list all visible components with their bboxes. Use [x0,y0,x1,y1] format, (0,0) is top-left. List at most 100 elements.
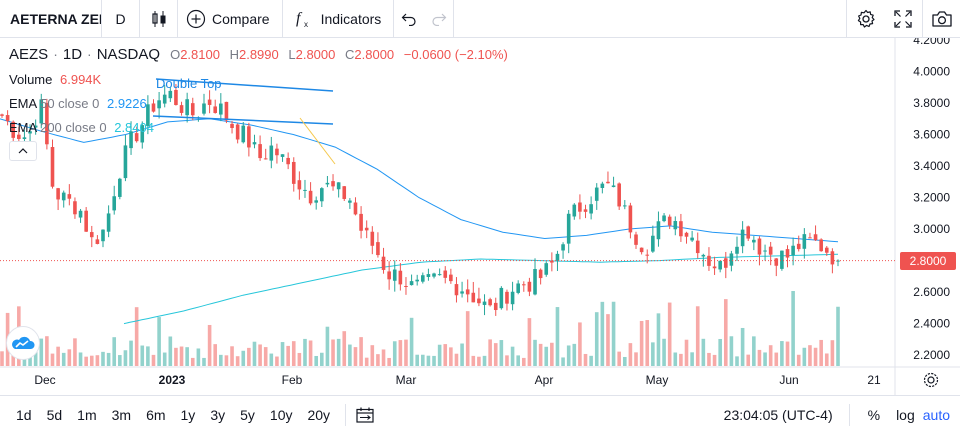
volume-bar [796,354,801,366]
legend-collapse-button[interactable] [9,141,37,161]
candle [628,202,633,239]
goto-date-button[interactable] [356,407,374,423]
volume-bar [359,337,363,366]
candle [824,246,829,256]
volume-bar [286,345,290,366]
ema50-value: 2.9226 [106,96,147,111]
volume-bar [241,350,246,366]
indicators-button[interactable]: f x Indicators [283,0,395,38]
range-1d[interactable]: 1d [16,406,32,423]
chart-pane[interactable]: 4.2000 4.0000 3.8000 3.6000 3.4000 3.2000 3.00… [0,38,960,395]
candle [701,253,706,267]
undo-button[interactable] [394,0,424,38]
volume-bar [808,345,812,366]
legend-volume[interactable]: Volume 6.994K [9,72,101,87]
screenshot-button[interactable] [922,0,960,38]
candle [162,84,167,108]
calendar-range-icon [356,407,374,423]
candle [56,187,60,211]
volume-bar [763,352,767,366]
volume-bar [628,343,633,366]
compare-button[interactable]: Compare [178,0,283,38]
volume-bar [56,346,60,366]
range-3m[interactable]: 3m [111,406,132,423]
volume-bar [123,350,128,366]
double-top-drawing[interactable] [152,78,336,165]
candle [684,231,689,244]
log-toggle[interactable]: log [896,407,915,423]
volume-bar [179,346,184,366]
change-value: −0.0600 (−2.10%) [403,47,508,62]
volume-bar [112,337,117,366]
fullscreen-button[interactable] [884,0,922,38]
range-10y[interactable]: 10y [269,406,293,423]
redo-button[interactable] [424,0,455,38]
volume-bar [617,351,621,366]
volume-bar [465,311,470,366]
volume-bar [695,306,700,366]
candle [813,225,818,241]
legend-interval: 1D [62,46,83,63]
double-top-label[interactable]: Double Top [156,76,222,91]
candle [409,274,414,286]
range-1y[interactable]: 1y [180,406,196,423]
volume-bar [280,342,285,366]
range-20y[interactable]: 20y [307,406,331,423]
price-tick-label: 3.0000 [913,222,950,236]
volume-bar [303,338,307,366]
ema50-params: 50 close 0 [40,96,100,111]
volume-bar [162,352,167,366]
volume-bar [572,343,577,366]
settings-button[interactable] [846,0,884,38]
range-6m[interactable]: 6m [146,406,166,423]
candle [594,183,599,210]
volume-label: Volume [9,72,53,87]
volume-bar [735,356,739,366]
date-range-group: 1d 5d 1m 3m 6m 1y 3y 5y 10y 20y [0,407,337,423]
volume-bar [477,356,481,366]
symbol-search-button[interactable]: AETERNA ZENTARIS INC [0,0,102,38]
interval-button[interactable]: D [102,0,140,38]
volume-bar [707,352,711,366]
candle [555,250,560,272]
volume-bar [353,347,358,366]
auto-toggle[interactable]: auto [922,407,950,423]
candle [488,297,492,307]
legend-symbol[interactable]: AEZS [9,46,49,63]
cloud-logo-icon [12,336,35,349]
volume-bar [566,345,571,366]
price-chart[interactable]: 4.2000 4.0000 3.8000 3.6000 3.4000 3.2000 3.00… [0,38,960,395]
chart-type-button[interactable] [140,0,178,38]
volume-bar [415,354,419,366]
legend-exchange: NASDAQ [96,46,161,63]
candle [662,213,666,223]
candle [320,187,324,208]
candle [617,182,621,210]
candle [493,297,498,316]
range-5d[interactable]: 5d [46,406,63,423]
time-zone-display[interactable]: 23:04:05 (UTC-4) [723,407,833,423]
candle [651,225,655,253]
brand-logo[interactable] [6,326,40,360]
candle [280,154,285,162]
range-5y[interactable]: 5y [240,406,255,423]
legend-ema200[interactable]: EMA 200 close 0 2.8404 [9,120,154,135]
candle [634,231,638,249]
volume-bar [499,340,504,366]
legend-ema50[interactable]: EMA 50 close 0 2.9226 [9,96,147,111]
candle [802,228,807,259]
range-3y[interactable]: 3y [210,406,226,423]
volume-bar [651,342,655,366]
volume-bar [830,340,835,366]
candle [763,244,767,261]
percent-toggle[interactable]: % [867,407,881,423]
axis-settings-icon[interactable] [923,372,939,388]
volume-bar [235,356,240,366]
range-1m[interactable]: 1m [77,406,97,423]
time-tick-label: 2023 [159,373,186,387]
volume-bar [583,353,588,366]
volume-bar [516,355,520,366]
volume-bar [712,354,717,366]
volume-bar [802,347,807,366]
candle [740,221,745,254]
